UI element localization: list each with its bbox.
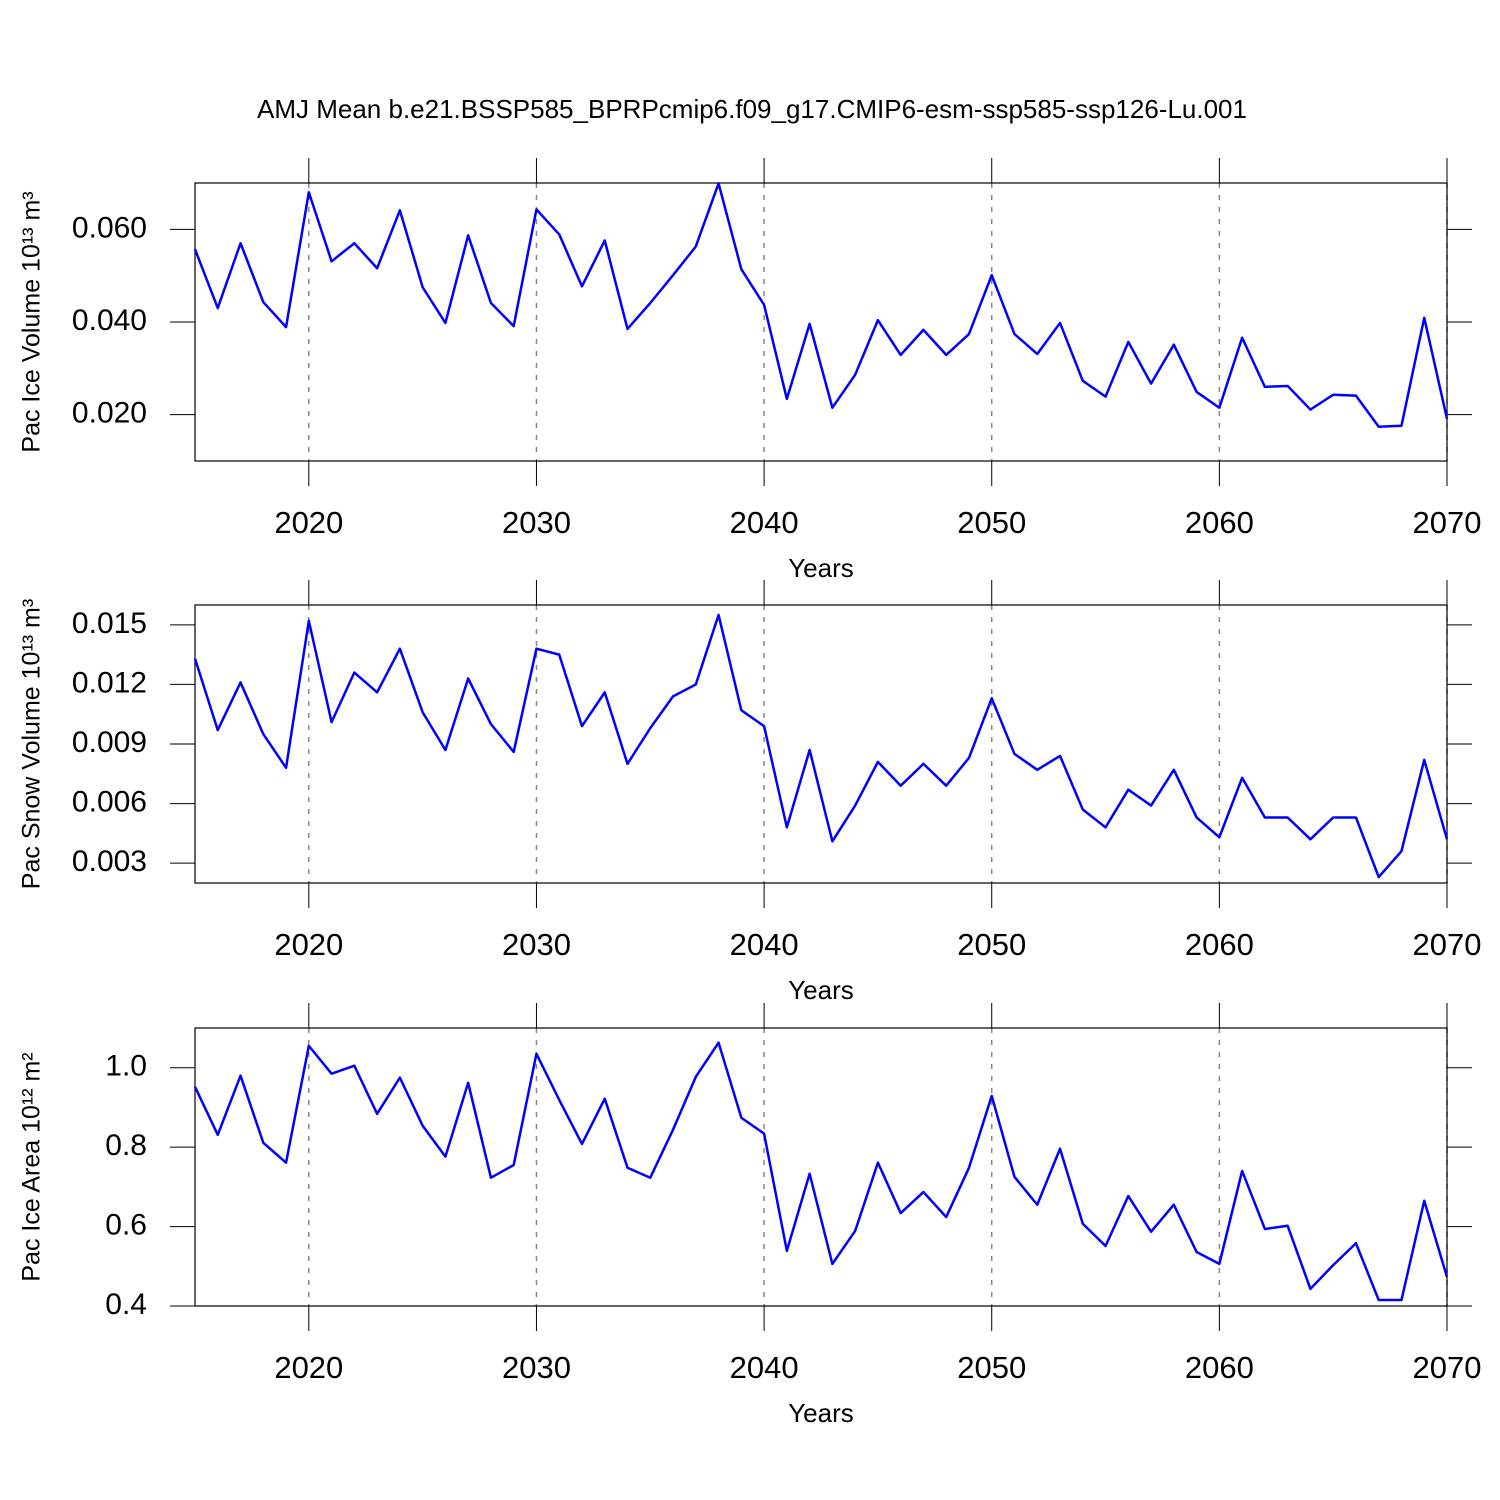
chart-title: AMJ Mean b.e21.BSSP585_BPRPcmip6.f09_g17…	[257, 94, 1247, 124]
x-tick-label: 2050	[957, 1350, 1026, 1385]
y-tick-label: 0.006	[72, 785, 147, 818]
x-tick-label: 2060	[1185, 505, 1254, 540]
x-axis-label: Years	[788, 1398, 854, 1428]
y-tick-label: 0.4	[105, 1288, 147, 1321]
y-tick-label: 0.020	[72, 397, 147, 430]
x-tick-label: 2050	[957, 927, 1026, 962]
x-tick-label: 2060	[1185, 927, 1254, 962]
y-tick-label: 0.6	[105, 1208, 147, 1241]
data-line	[193, 613, 1449, 879]
x-tick-label: 2020	[274, 505, 343, 540]
plot-frame	[194, 1027, 1448, 1307]
y-tick-label: 1.0	[105, 1050, 147, 1083]
data-line	[193, 1041, 1449, 1302]
y-axis-label: Pac Snow Volume 10¹³ m³	[18, 599, 46, 889]
y-tick-label: 0.060	[72, 211, 147, 244]
x-tick-label: 2040	[730, 505, 799, 540]
x-tick-label: 2050	[957, 505, 1026, 540]
x-tick-label: 2060	[1185, 1350, 1254, 1385]
y-tick-label: 0.8	[105, 1129, 147, 1162]
x-tick-label: 2040	[730, 927, 799, 962]
plot-frame	[194, 604, 1448, 884]
x-axis-label: Years	[788, 553, 854, 583]
y-tick-label: 0.015	[72, 607, 147, 640]
y-axis-label: Pac Ice Volume 10¹³ m³	[18, 191, 46, 452]
data-line	[193, 182, 1449, 428]
y-tick-label: 0.012	[72, 666, 147, 699]
y-tick-label: 0.003	[72, 845, 147, 878]
y-tick-label: 0.009	[72, 726, 147, 759]
x-tick-label: 2070	[1413, 1350, 1482, 1385]
x-tick-label: 2020	[274, 927, 343, 962]
y-axis-label: Pac Ice Area 10¹² m²	[18, 1052, 46, 1281]
y-tick-label: 0.040	[72, 304, 147, 337]
x-tick-label: 2030	[502, 505, 571, 540]
x-axis-label: Years	[788, 975, 854, 1005]
x-tick-label: 2070	[1413, 927, 1482, 962]
x-tick-label: 2070	[1413, 505, 1482, 540]
x-tick-label: 2020	[274, 1350, 343, 1385]
x-tick-label: 2030	[502, 1350, 571, 1385]
x-tick-label: 2040	[730, 1350, 799, 1385]
plot-frame	[194, 182, 1448, 462]
x-tick-label: 2030	[502, 927, 571, 962]
